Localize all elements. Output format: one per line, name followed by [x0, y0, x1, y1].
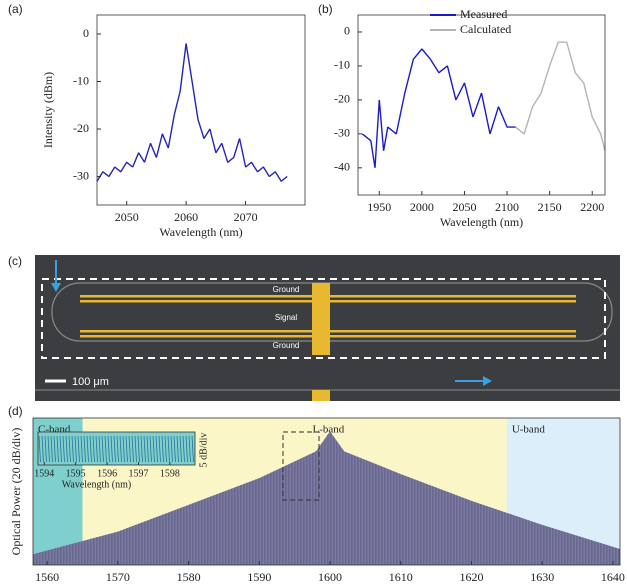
pad [312, 390, 330, 401]
inset-x-label: Wavelength (nm) [62, 479, 131, 490]
chart: (a) 2050 2060 2070 0 -10 -20 -30 Wavelength (nm)… [8, 2, 306, 239]
series-line [515, 41, 606, 151]
electrode-label: Ground [273, 285, 300, 294]
inset-x-tick-label: 1597 [128, 468, 148, 479]
x-tick-label: 1610 [389, 570, 413, 584]
x-tick-label: 1950 [367, 200, 391, 214]
inset-y-label: 5 dB/div [198, 433, 209, 468]
plot-frame [32, 417, 621, 566]
series-line [361, 48, 516, 168]
x-tick-label: 2100 [495, 200, 519, 214]
y-tick-label: 0 [344, 24, 350, 38]
inset-x-tick-label: 1594 [34, 468, 54, 479]
legend-label: Calculated [460, 22, 511, 36]
x-axis-label: Wavelength (nm) [440, 215, 523, 229]
scale-bar-label: 100 μm [72, 376, 109, 388]
pad [312, 283, 330, 355]
electrode-label: Signal [275, 313, 297, 322]
x-tick-label: 1630 [530, 570, 554, 584]
x-axis-label: Wavelength (nm) [159, 225, 242, 239]
dashed-box [41, 278, 606, 359]
x-tick-label: 1620 [459, 570, 483, 584]
x-tick-label: 2070 [234, 210, 258, 224]
x-tick-label: 2000 [410, 200, 434, 214]
x-tick-label: 1570 [106, 570, 130, 584]
electrode-label: Ground [273, 341, 300, 350]
spectrum-comb [33, 431, 620, 565]
y-tick-label: -30 [334, 126, 350, 140]
chart: (b) 1950 2000 2050 2100 2150 2200 0 -10 -20 -30 -40… [318, 2, 606, 229]
inset-comb [38, 435, 194, 463]
y-axis-label: Intensity (dBm) [41, 72, 55, 148]
x-tick-label: 1580 [177, 570, 201, 584]
panel-c: 100 μm Ground Signal Ground (c) [8, 254, 620, 401]
x-tick-label: 2050 [452, 200, 476, 214]
zoom-box [282, 431, 320, 501]
series-line [96, 43, 288, 182]
panel-label: (b) [318, 2, 333, 16]
x-axis-label: Wavelength (nm) [285, 585, 368, 586]
x-tick-label: 1600 [318, 570, 342, 584]
plot-frame [357, 14, 606, 196]
x-tick-label: 1640 [601, 570, 625, 584]
panel-label: (d) [8, 404, 23, 418]
y-tick-label: -10 [73, 73, 89, 87]
panel-label: (a) [8, 2, 23, 16]
x-tick-label: 1590 [247, 570, 271, 584]
band-label: L-band [313, 424, 345, 436]
waveguide [51, 282, 613, 342]
inset-x-tick-label: 1596 [97, 468, 117, 479]
panel-label: (c) [8, 254, 22, 268]
x-tick-label: 2150 [538, 200, 562, 214]
y-axis-label: Optical Power (20 dB/div) [9, 428, 23, 556]
x-tick-label: 2200 [580, 200, 604, 214]
y-tick-label: -30 [73, 168, 89, 182]
x-tick-label: 1560 [35, 570, 59, 584]
arrow-head [51, 283, 61, 292]
inset-x-tick-label: 1598 [160, 468, 180, 479]
band-label: U-band [512, 424, 545, 436]
inset-x-tick-label: 1595 [66, 468, 86, 479]
x-tick-label: 2050 [115, 210, 139, 224]
arrow-head [483, 376, 492, 386]
y-tick-label: 0 [83, 26, 89, 40]
legend-label: Measured [460, 7, 507, 21]
y-tick-label: -10 [334, 58, 350, 72]
y-tick-label: -40 [334, 160, 350, 174]
plot-frame [96, 14, 306, 206]
x-tick-label: 2060 [174, 210, 198, 224]
y-tick-label: -20 [334, 92, 350, 106]
y-tick-label: -20 [73, 121, 89, 135]
